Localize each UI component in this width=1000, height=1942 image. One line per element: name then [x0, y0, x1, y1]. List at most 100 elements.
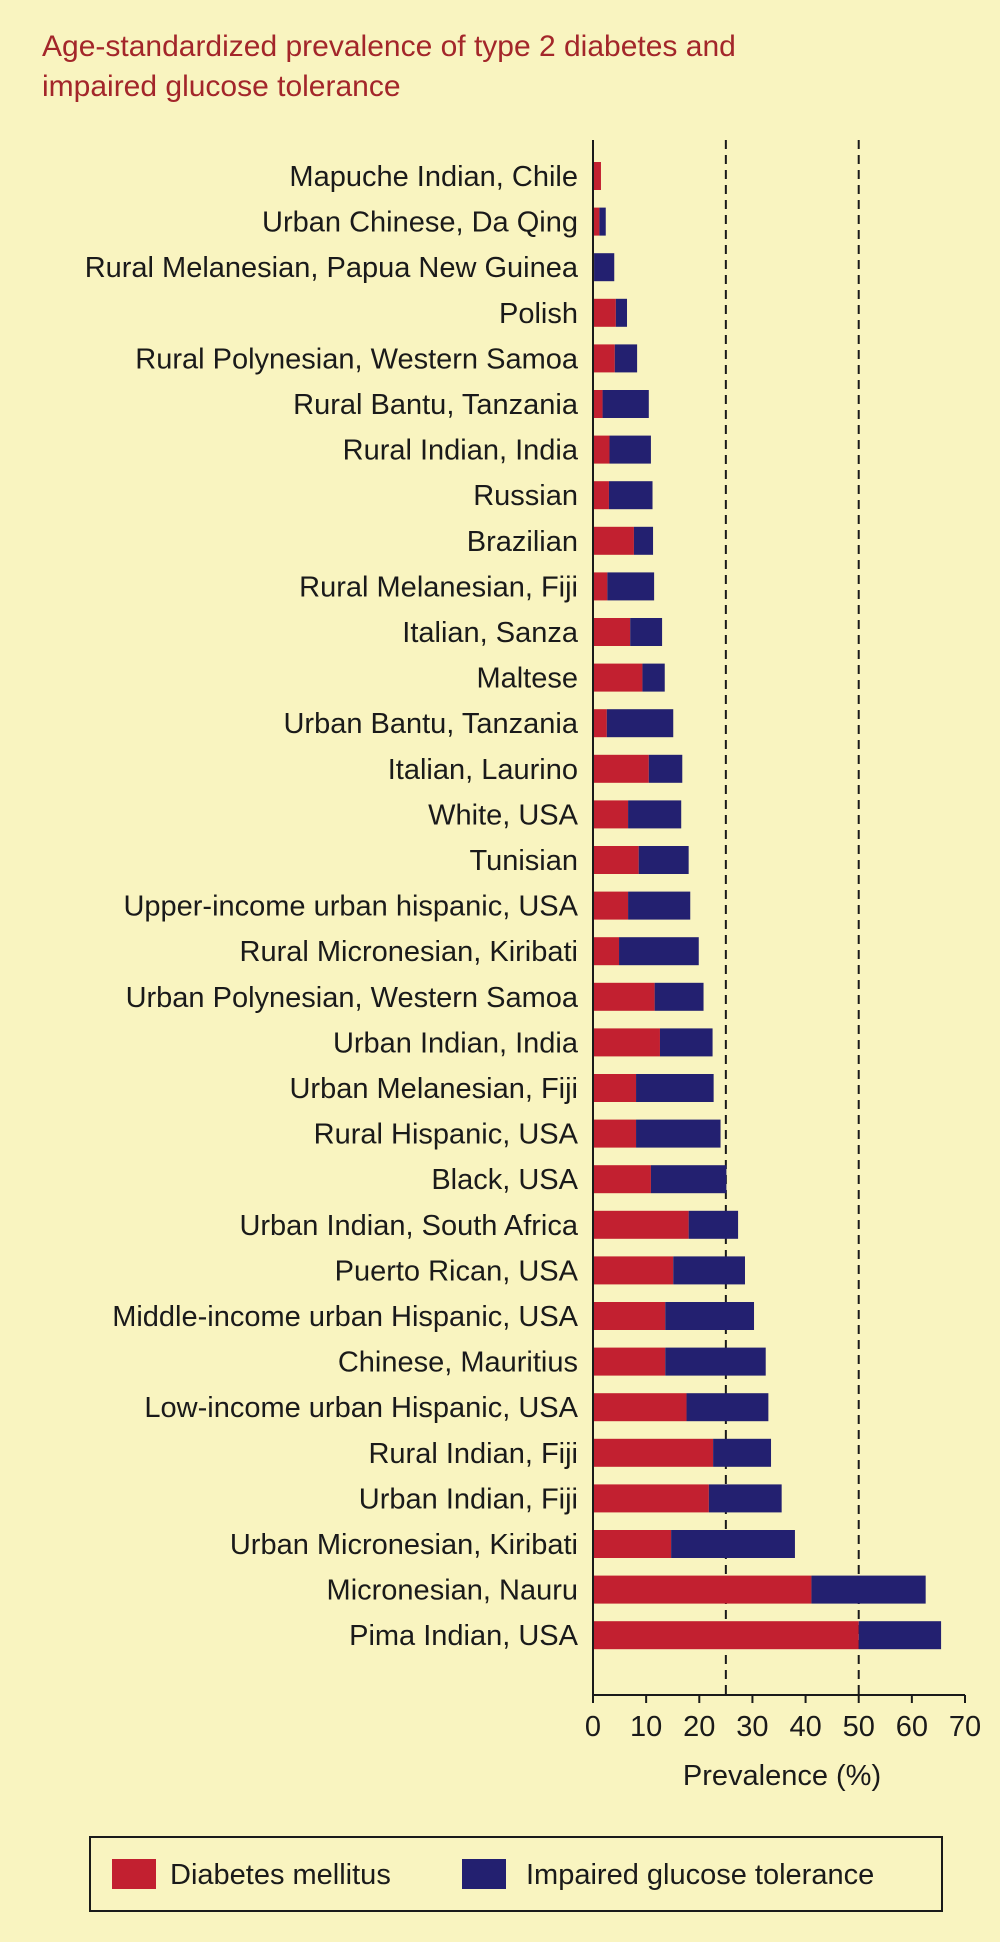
reference-lines	[724, 140, 860, 1695]
bar-diabetes-20	[593, 1074, 637, 1102]
bar-igt-12	[606, 709, 674, 738]
category-label-24: Puerto Rican, USA	[335, 1255, 579, 1287]
axes	[592, 140, 965, 1696]
category-label-17: Rural Micronesian, Kiribati	[240, 936, 578, 968]
bar-diabetes-31	[593, 1575, 812, 1604]
bar-diabetes-18	[593, 982, 655, 1011]
bar-diabetes-21	[593, 1119, 637, 1148]
bars	[593, 162, 942, 1650]
category-label-25: Middle-income urban Hispanic, USA	[112, 1301, 578, 1333]
bar-diabetes-15	[593, 846, 639, 874]
bar-igt-10	[630, 618, 663, 646]
bar-diabetes-27	[593, 1393, 687, 1422]
bar-diabetes-28	[593, 1438, 714, 1467]
category-label-28: Rural Indian, Fiji	[368, 1438, 578, 1470]
category-label-21: Rural Hispanic, USA	[314, 1119, 579, 1151]
category-label-19: Urban Indian, India	[333, 1027, 579, 1059]
bar-diabetes-22	[593, 1165, 651, 1194]
bar-diabetes-5	[593, 390, 603, 418]
category-label-27: Low-income urban Hispanic, USA	[144, 1392, 578, 1424]
bar-diabetes-6	[593, 435, 610, 464]
bar-igt-16	[628, 891, 691, 920]
bar-diabetes-13	[593, 754, 649, 783]
legend-label-diabetes: Diabetes mellitus	[170, 1859, 391, 1891]
bar-diabetes-30	[593, 1530, 672, 1558]
x-ticks: 0 10 20 30 40 50 60 70	[585, 1695, 981, 1743]
bar-diabetes-14	[593, 800, 629, 829]
category-label-13: Italian, Laurino	[388, 754, 578, 786]
bar-diabetes-24	[593, 1256, 674, 1285]
bar-igt-27	[686, 1393, 769, 1422]
bar-igt-22	[650, 1165, 727, 1194]
category-labels: Mapuche Indian, Chile Urban Chinese, Da Q…	[85, 161, 579, 1652]
category-label-2: Rural Melanesian, Papua New Guinea	[85, 252, 579, 284]
bar-igt-23	[688, 1210, 739, 1239]
chart-title-line-1: Age-standardized prevalence of type 2 di…	[42, 30, 736, 63]
bar-igt-29	[708, 1484, 782, 1513]
legend-swatch-igt	[462, 1859, 506, 1889]
bar-diabetes-7	[593, 481, 609, 510]
bar-igt-11	[642, 663, 665, 692]
category-label-4: Rural Polynesian, Western Samoa	[135, 343, 579, 375]
bar-igt-13	[648, 754, 683, 783]
x-tick-label-70: 70	[949, 1711, 981, 1743]
bar-igt-17	[619, 937, 699, 966]
bar-igt-26	[665, 1347, 766, 1376]
x-tick-label-50: 50	[843, 1711, 875, 1743]
bar-igt-7	[608, 481, 653, 510]
bar-igt-8	[633, 526, 654, 555]
category-label-20: Urban Melanesian, Fiji	[289, 1073, 578, 1105]
category-label-30: Urban Micronesian, Kiribati	[230, 1529, 578, 1561]
category-label-1: Urban Chinese, Da Qing	[262, 207, 578, 239]
bar-igt-21	[636, 1119, 721, 1148]
bar-igt-9	[607, 572, 655, 601]
bar-diabetes-10	[593, 618, 631, 646]
category-label-11: Maltese	[476, 663, 578, 695]
bar-igt-32	[858, 1621, 942, 1650]
bar-igt-6	[609, 435, 651, 464]
category-label-16: Upper-income urban hispanic, USA	[123, 891, 578, 923]
bar-igt-19	[659, 1028, 713, 1057]
category-label-7: Russian	[473, 480, 578, 512]
category-label-26: Chinese, Mauritius	[338, 1347, 578, 1379]
bar-diabetes-0	[593, 162, 601, 190]
category-label-29: Urban Indian, Fiji	[359, 1483, 578, 1515]
x-tick-label-30: 30	[736, 1711, 768, 1743]
bar-diabetes-11	[593, 663, 643, 692]
bar-diabetes-3	[593, 298, 616, 327]
bar-igt-3	[615, 298, 628, 327]
bar-diabetes-25	[593, 1302, 666, 1330]
x-tick-label-40: 40	[789, 1711, 821, 1743]
category-label-31: Micronesian, Nauru	[327, 1575, 578, 1607]
legend-frame	[89, 1836, 943, 1912]
bar-igt-14	[628, 800, 682, 829]
category-label-22: Black, USA	[431, 1164, 578, 1196]
category-label-18: Urban Polynesian, Western Samoa	[126, 982, 579, 1014]
legend: Diabetes mellitus Impaired glucose toler…	[89, 1836, 943, 1912]
x-tick-label-0: 0	[585, 1711, 601, 1743]
category-label-5: Rural Bantu, Tanzania	[293, 389, 579, 421]
bar-diabetes-29	[593, 1484, 709, 1513]
bar-diabetes-19	[593, 1028, 660, 1057]
bar-igt-18	[654, 982, 704, 1011]
bar-diabetes-26	[593, 1347, 666, 1376]
category-label-15: Tunisian	[469, 845, 578, 877]
bar-igt-15	[638, 846, 689, 874]
chart-title-line-2: impaired glucose tolerance	[42, 70, 401, 103]
bar-igt-30	[671, 1530, 795, 1558]
bar-diabetes-32	[593, 1621, 859, 1650]
bar-igt-4	[614, 344, 638, 373]
bar-diabetes-8	[593, 526, 634, 555]
category-label-3: Polish	[499, 298, 578, 330]
bar-diabetes-17	[593, 937, 620, 966]
bar-igt-1	[599, 207, 606, 236]
category-label-12: Urban Bantu, Tanzania	[283, 708, 578, 740]
x-tick-label-60: 60	[896, 1711, 928, 1743]
x-axis-title: Prevalence (%)	[683, 1760, 881, 1792]
bar-diabetes-16	[593, 891, 629, 920]
bar-igt-2	[594, 253, 615, 282]
legend-label-igt: Impaired glucose tolerance	[526, 1859, 874, 1891]
category-label-9: Rural Melanesian, Fiji	[299, 571, 578, 603]
bar-igt-20	[636, 1074, 714, 1102]
